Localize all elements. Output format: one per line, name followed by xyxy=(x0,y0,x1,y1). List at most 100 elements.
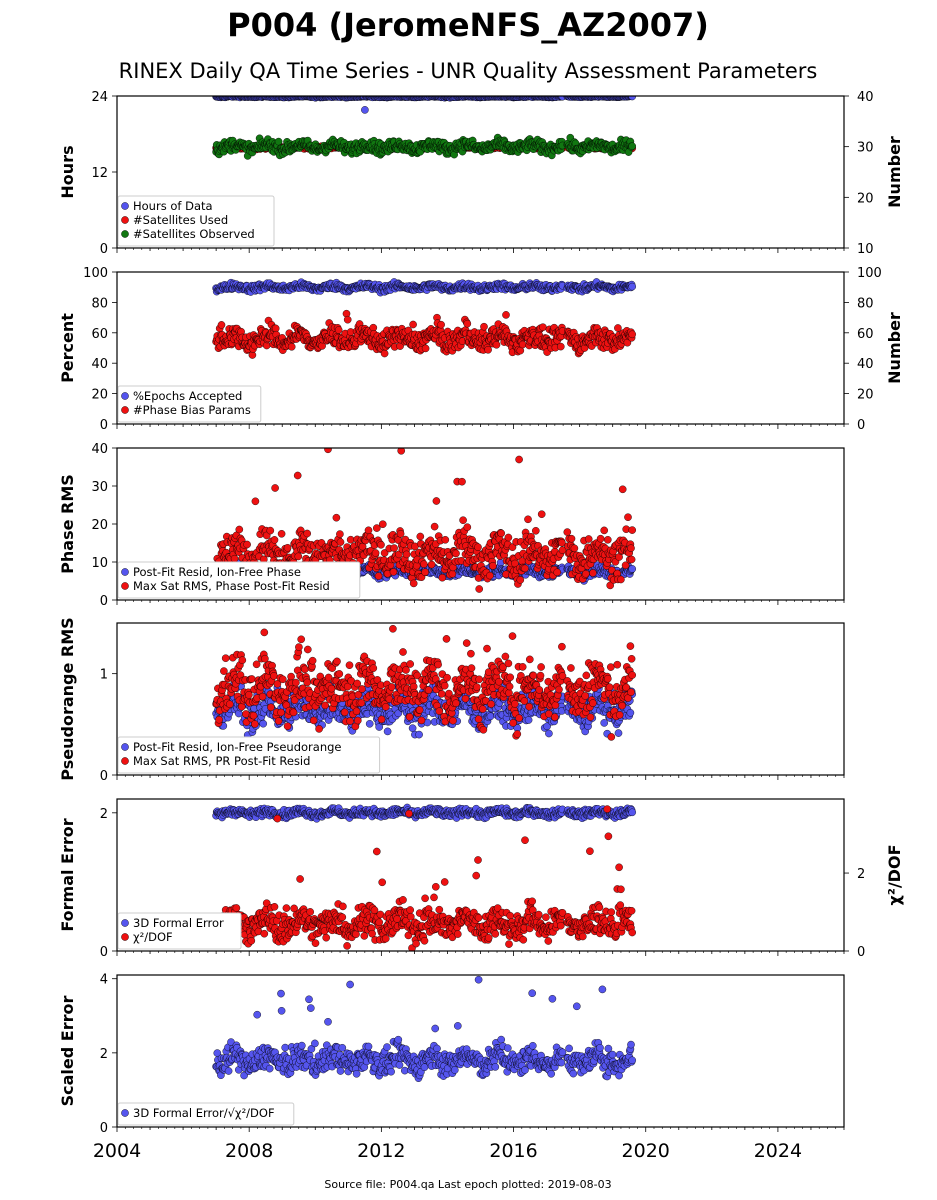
data-point xyxy=(287,342,296,351)
right-y-tick-label: 20 xyxy=(857,191,874,206)
data-point xyxy=(553,568,562,577)
y-axis-label: Percent xyxy=(58,313,77,383)
right-y-tick-label: 40 xyxy=(857,357,874,372)
data-point xyxy=(402,550,411,559)
y-tick-label: 80 xyxy=(91,296,108,311)
figure-subtitle: RINEX Daily QA Time Series - UNR Quality… xyxy=(119,59,818,83)
data-point xyxy=(486,571,494,580)
data-point xyxy=(516,576,525,584)
right-y-axis-label: Number xyxy=(885,312,904,384)
data-point xyxy=(251,497,260,506)
data-point xyxy=(343,315,352,324)
data-point xyxy=(437,320,445,329)
y-tick-label: 20 xyxy=(91,388,108,403)
right-y-axis-label: Number xyxy=(885,136,904,208)
y-tick-label: 60 xyxy=(91,327,108,342)
data-point xyxy=(502,311,510,319)
right-y-tick-label: 20 xyxy=(857,388,874,403)
legend-1: Hours of Data#Satellites Used#Satellites… xyxy=(117,195,275,247)
series-2-2 xyxy=(212,309,637,359)
data-point xyxy=(416,532,425,541)
data-point xyxy=(271,484,279,492)
legend-marker xyxy=(121,392,129,400)
data-point xyxy=(217,321,226,329)
data-point xyxy=(374,572,383,580)
legend-2: %Epochs Accepted#Phase Bias Params xyxy=(117,385,262,423)
right-y-tick-label: 80 xyxy=(857,296,874,311)
data-point xyxy=(557,342,565,351)
data-point xyxy=(448,570,457,578)
y-tick-label: 100 xyxy=(83,266,108,281)
data-point xyxy=(427,560,436,569)
data-point xyxy=(380,349,389,358)
data-point xyxy=(441,536,450,544)
right-y-tick-label: 30 xyxy=(857,141,874,156)
data-point xyxy=(361,106,369,114)
data-point xyxy=(372,524,381,532)
data-point xyxy=(475,585,484,593)
data-point xyxy=(377,541,385,549)
data-point xyxy=(489,562,497,570)
data-point xyxy=(270,536,279,544)
data-point xyxy=(463,523,472,532)
figure-title: P004 (JeromeNFS_AZ2007) xyxy=(227,6,709,44)
data-point xyxy=(235,525,244,534)
data-point xyxy=(294,552,303,561)
right-y-tick-label: 100 xyxy=(857,266,882,281)
data-point xyxy=(277,530,286,538)
data-point xyxy=(563,528,572,536)
data-point xyxy=(378,520,387,529)
data-point xyxy=(243,540,251,549)
data-point xyxy=(532,527,540,535)
data-point xyxy=(459,516,467,525)
y-tick-label: 0 xyxy=(100,242,108,257)
legend-marker xyxy=(121,202,129,210)
data-point xyxy=(628,282,637,291)
data-point xyxy=(438,573,447,582)
legend-entry: #Satellites Used xyxy=(133,213,228,227)
data-point xyxy=(558,546,567,555)
data-point xyxy=(497,529,506,538)
data-point xyxy=(371,549,380,557)
legend-entry: #Satellites Observed xyxy=(133,227,255,241)
legend-marker xyxy=(121,230,129,238)
data-point xyxy=(364,526,373,535)
data-point xyxy=(293,471,302,480)
data-point xyxy=(409,579,418,588)
legend-marker xyxy=(121,216,129,224)
y-tick-label: 0 xyxy=(100,418,108,433)
data-point xyxy=(614,324,622,332)
data-point xyxy=(524,515,532,524)
panel-2-points xyxy=(212,278,637,359)
data-point xyxy=(628,565,637,573)
data-point xyxy=(432,497,441,505)
series-3-2 xyxy=(212,448,637,593)
data-point xyxy=(421,344,430,353)
data-point xyxy=(324,448,332,454)
data-point xyxy=(266,526,275,535)
data-point xyxy=(558,539,566,547)
data-point xyxy=(463,319,472,328)
data-point xyxy=(628,330,637,339)
data-point xyxy=(389,568,398,576)
data-point xyxy=(336,538,345,546)
data-point xyxy=(539,323,547,332)
legend-entry: #Phase Bias Params xyxy=(133,403,251,417)
data-point xyxy=(230,554,239,563)
data-point xyxy=(508,543,517,552)
legend-box xyxy=(117,385,262,423)
data-point xyxy=(332,513,341,522)
y-tick-label: 40 xyxy=(91,357,108,372)
legend-entry: Hours of Data xyxy=(133,199,213,213)
data-point xyxy=(409,320,417,329)
data-point xyxy=(420,560,428,569)
legend-marker xyxy=(121,406,129,414)
series-1-3 xyxy=(212,133,637,160)
data-point xyxy=(334,326,343,334)
data-point xyxy=(271,324,280,333)
data-point xyxy=(484,345,492,354)
series-1-1 xyxy=(212,96,636,114)
